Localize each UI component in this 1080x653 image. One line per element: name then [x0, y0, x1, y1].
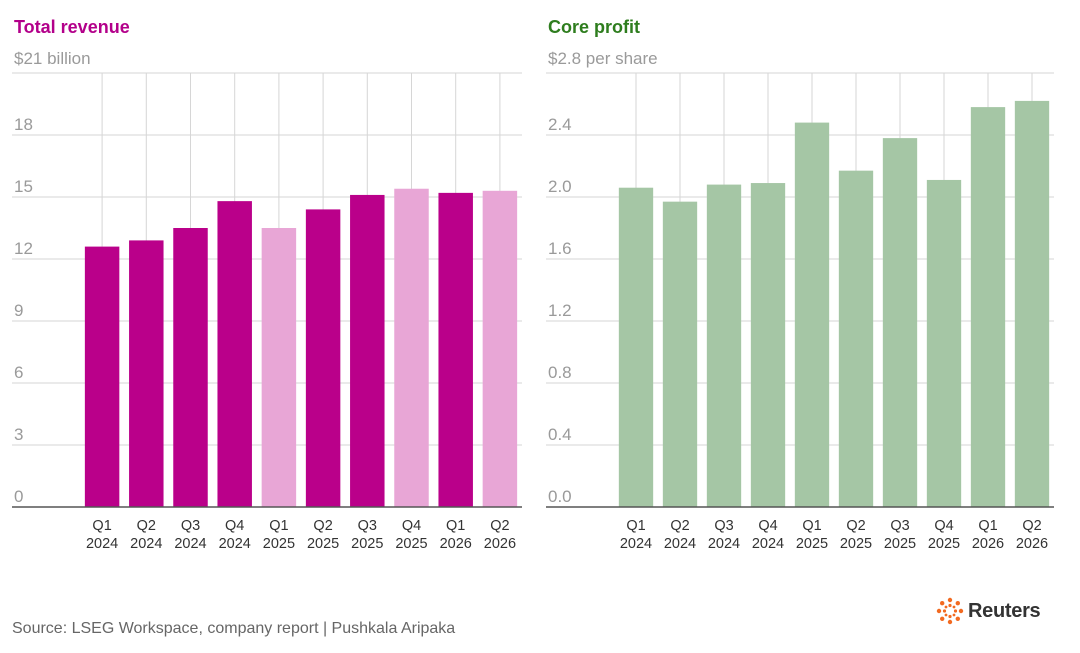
bar [662, 201, 698, 507]
profit-chart: 0.0 0.4 0.8 1.2 1.6 2.0 2.4 Q1 2024 Q2 2024 Q3 2024 Q… [546, 72, 1054, 552]
x-tick-year-label: 2024 [664, 536, 696, 552]
x-tick-quarter-label: Q1 [92, 518, 111, 534]
y-tick-label: 2.4 [548, 115, 572, 134]
x-tick-quarter-label: Q3 [890, 518, 909, 534]
x-tick-quarter-label: Q4 [934, 518, 953, 534]
x-tick-quarter-label: Q3 [358, 518, 377, 534]
x-tick-quarter-label: Q3 [714, 518, 733, 534]
x-tick-quarter-label: Q2 [490, 518, 509, 534]
x-tick-year-label: 2024 [86, 536, 118, 552]
bar [438, 192, 473, 507]
x-tick-quarter-label: Q1 [446, 518, 465, 534]
x-tick-year-label: 2025 [307, 536, 339, 552]
bar [706, 184, 742, 507]
source-footer: Source: LSEG Workspace, company report |… [12, 620, 456, 637]
x-tick-quarter-label: Q1 [802, 518, 821, 534]
y-tick-label: 3 [14, 425, 23, 444]
x-tick-year-label: 2026 [1016, 536, 1048, 552]
bar [217, 201, 252, 507]
bar [394, 188, 429, 507]
bar [350, 194, 385, 507]
x-tick-year-label: 2024 [708, 536, 740, 552]
bar [305, 209, 341, 507]
x-tick-year-label: 2026 [440, 536, 472, 552]
x-tick-year-label: 2025 [928, 536, 960, 552]
x-tick-quarter-label: Q2 [846, 518, 865, 534]
x-tick-year-label: 2024 [130, 536, 162, 552]
x-tick-year-label: 2026 [484, 536, 516, 552]
y-tick-label: 2.0 [548, 177, 572, 196]
y-tick-label: 1.2 [548, 301, 572, 320]
y-tick-label: 1.6 [548, 239, 572, 258]
reuters-logo-text: Reuters [968, 599, 1041, 622]
revenue-chart: 0 3 6 9 12 15 18 Q1 2024 Q2 2024 Q3 2024 Q4 2024 Q1 2025… [12, 72, 522, 552]
y-tick-label: 15 [14, 177, 33, 196]
bar [1014, 100, 1050, 508]
x-tick-quarter-label: Q2 [137, 518, 156, 534]
bar [173, 228, 208, 507]
x-tick-quarter-label: Q1 [626, 518, 645, 534]
bar [970, 107, 1006, 507]
revenue-axis-unit: $21 billion [14, 49, 91, 68]
bar [618, 187, 654, 507]
profit-chart-title: Core profit [548, 17, 640, 37]
bar [838, 170, 874, 507]
x-tick-year-label: 2025 [884, 536, 916, 552]
bar [794, 122, 830, 507]
bar [129, 240, 164, 507]
x-tick-year-label: 2024 [174, 536, 206, 552]
bar [882, 138, 918, 507]
x-tick-year-label: 2025 [263, 536, 295, 552]
revenue-chart-title: Total revenue [14, 17, 130, 37]
profit-panel: Core profit $2.8 per share 0.0 0.4 0.8 1.2 1… [546, 0, 1066, 560]
x-tick-quarter-label: Q2 [670, 518, 689, 534]
profit-axis-unit: $2.8 per share [548, 49, 658, 68]
x-tick-quarter-label: Q4 [402, 518, 421, 534]
x-tick-quarter-label: Q3 [181, 518, 200, 534]
revenue-panel: Total revenue $21 billion 0 3 6 9 12 15 18 Q1 20… [12, 0, 532, 560]
x-tick-year-label: 2025 [796, 536, 828, 552]
bar [750, 183, 786, 508]
bar [261, 228, 297, 507]
x-tick-year-label: 2026 [972, 536, 1004, 552]
y-tick-label: 18 [14, 115, 33, 134]
x-tick-quarter-label: Q1 [269, 518, 288, 534]
y-tick-label: 0 [14, 487, 23, 506]
reuters-logo: Reuters [936, 596, 1041, 626]
bar [926, 179, 962, 507]
x-tick-quarter-label: Q1 [978, 518, 997, 534]
x-tick-year-label: 2025 [840, 536, 872, 552]
x-tick-quarter-label: Q2 [1022, 518, 1041, 534]
x-tick-year-label: 2025 [395, 536, 427, 552]
y-tick-label: 9 [14, 301, 23, 320]
reuters-dots-icon [936, 597, 964, 625]
y-tick-label: 0.8 [548, 363, 572, 382]
x-tick-year-label: 2025 [351, 536, 383, 552]
x-tick-quarter-label: Q4 [758, 518, 777, 534]
x-tick-year-label: 2024 [620, 536, 652, 552]
y-tick-label: 0.4 [548, 425, 572, 444]
x-tick-year-label: 2024 [752, 536, 784, 552]
bar [84, 246, 120, 507]
y-tick-label: 12 [14, 239, 33, 258]
x-tick-quarter-label: Q2 [313, 518, 332, 534]
x-tick-year-label: 2024 [219, 536, 251, 552]
y-tick-label: 6 [14, 363, 23, 382]
y-tick-label: 0.0 [548, 487, 572, 506]
bar [482, 190, 518, 508]
x-tick-quarter-label: Q4 [225, 518, 244, 534]
